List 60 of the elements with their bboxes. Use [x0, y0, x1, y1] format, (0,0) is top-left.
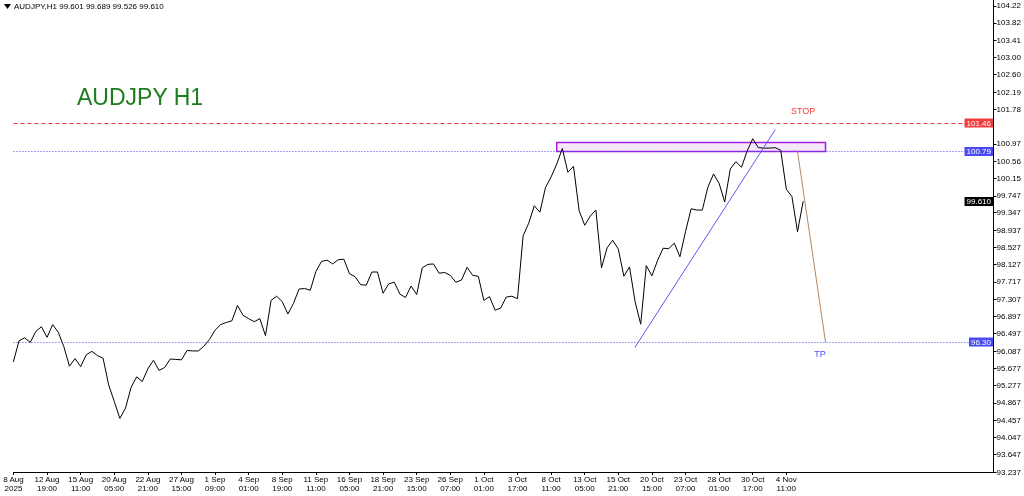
y-tick-label: 103.00: [996, 53, 1022, 63]
y-tick-label: 103.41: [996, 35, 1022, 45]
x-tick-label: 15 Aug 11:00: [68, 475, 94, 493]
y-tick-label: 93.647: [996, 450, 1022, 460]
line-series: [12, 138, 804, 419]
annotation: 96.30: [970, 337, 992, 347]
x-tick-label: 28 Oct 01:00: [707, 475, 732, 493]
y-tick-label: 102.19: [996, 87, 1022, 97]
annotation: 101.46: [966, 118, 992, 128]
x-tick-label: 27 Aug 15:00: [169, 475, 194, 493]
annotation: AUDJPY,H1 99.601 99.689 99.526 99.610: [14, 1, 165, 11]
y-tick-label: 93.237: [996, 467, 1022, 477]
x-tick-label: 1 Oct 01:00: [473, 475, 495, 493]
x-tick-label: 23 Oct 07:00: [673, 475, 699, 493]
x-tick-label: 11 Sep 11:00: [303, 475, 329, 493]
y-tick-label: 94.047: [996, 433, 1022, 443]
y-tick-label: 96.087: [996, 346, 1022, 356]
x-tick-label: 8 Aug 2025: [3, 475, 24, 493]
y-tick-label: 99.747: [996, 191, 1022, 201]
y-tick-label: 103.82: [996, 18, 1022, 28]
x-tick-label: 16 Sep 05:00: [336, 475, 363, 493]
y-tick-label: 95.277: [996, 380, 1022, 390]
y-tick-label: 96.897: [996, 312, 1022, 322]
y-tick-label: 95.677: [996, 363, 1022, 373]
x-tick-label: 8 Oct 11:00: [541, 475, 562, 493]
y-tick-label: 94.867: [996, 398, 1022, 408]
x-tick-label: 4 Sep 01:00: [238, 475, 260, 493]
ref-line-label: STOP: [790, 106, 816, 117]
x-tick-label: 12 Aug 19:00: [34, 475, 60, 493]
y-tick-label: 97.307: [996, 294, 1022, 304]
y-tick-label: 98.937: [996, 225, 1022, 235]
x-tick-label: 3 Oct 17:00: [507, 475, 529, 493]
x-tick-label: 20 Aug 05:00: [101, 475, 127, 493]
y-tick-label: 98.127: [996, 259, 1022, 269]
text: AUDJPY H1: [77, 83, 204, 110]
x-tick-label: 18 Sep 21:00: [370, 475, 397, 493]
y-tick-label: 100.97: [996, 139, 1022, 149]
annotation: 99.610: [966, 197, 992, 207]
y-tick-label: 102.60: [996, 70, 1022, 80]
y-tick-label: 98.527: [996, 243, 1022, 253]
y-tick-label: 101.78: [996, 104, 1022, 114]
x-tick-label: 20 Oct 15:00: [640, 475, 665, 493]
annotation: 100.79: [966, 146, 992, 156]
x-tick-label: 23 Sep 15:00: [404, 475, 430, 493]
x-tick-label: 4 Nov 11:00: [775, 475, 797, 493]
y-tick-label: 100.56: [996, 156, 1022, 166]
x-tick-label: 26 Sep 07:00: [437, 475, 464, 493]
y-tick-label: 96.497: [996, 329, 1022, 339]
y-tick-label: 104.22: [996, 1, 1022, 11]
y-tick-label: 97.717: [996, 277, 1022, 287]
y-tick-label: 99.347: [996, 208, 1022, 218]
x-tick-label: 13 Oct 05:00: [572, 475, 598, 493]
ref-line-label: TP: [814, 349, 826, 360]
x-tick-label: 15 Oct 21:00: [606, 475, 631, 493]
x-tick-label: 30 Oct 17:00: [740, 475, 766, 493]
x-tick-label: 1 Sep 09:00: [204, 475, 227, 493]
x-tick-label: 22 Aug 21:00: [135, 475, 161, 493]
y-tick-label: 100.15: [996, 174, 1022, 184]
y-tick-label: 94.457: [996, 415, 1022, 425]
x-tick-label: 8 Sep 19:00: [271, 475, 294, 493]
